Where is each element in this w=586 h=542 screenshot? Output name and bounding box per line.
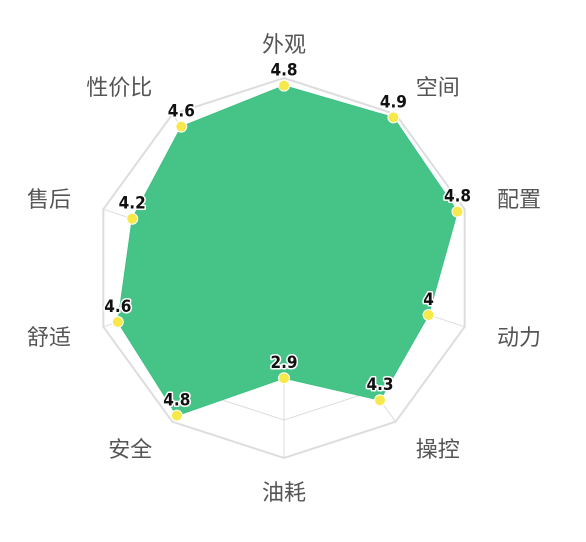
data-point bbox=[374, 394, 386, 407]
data-point bbox=[111, 316, 124, 328]
axis-label: 空间 bbox=[416, 76, 460, 101]
data-point bbox=[387, 111, 400, 124]
data-label: 4.3 bbox=[366, 375, 393, 395]
data-point bbox=[126, 212, 139, 225]
data-point bbox=[422, 309, 435, 321]
data-label: 4.9 bbox=[380, 92, 407, 112]
data-label: 4.2 bbox=[119, 194, 146, 214]
axis-label: 外观 bbox=[262, 33, 306, 58]
data-label: 4.8 bbox=[270, 61, 297, 81]
data-label: 4.6 bbox=[104, 297, 131, 317]
axis-label: 油耗 bbox=[262, 481, 306, 506]
data-point bbox=[278, 372, 290, 385]
data-point bbox=[175, 120, 188, 133]
data-label: 4.6 bbox=[168, 102, 195, 122]
data-label: 4.8 bbox=[444, 187, 471, 207]
data-points bbox=[111, 79, 464, 422]
axis-label: 动力 bbox=[497, 326, 541, 351]
axis-label: 安全 bbox=[108, 438, 152, 463]
data-label: 4.8 bbox=[163, 391, 190, 411]
data-labels: 4.8 4.9 4.8 4 4.3 2.9 4.8 4.6 4.2 4.6 bbox=[103, 59, 473, 412]
data-label: 4 bbox=[423, 290, 434, 310]
data-point bbox=[451, 205, 464, 218]
data-label: 2.9 bbox=[270, 353, 297, 373]
data-point bbox=[170, 409, 183, 422]
data-point bbox=[278, 79, 290, 92]
axis-label: 操控 bbox=[416, 438, 460, 463]
axis-label: 售后 bbox=[27, 188, 71, 213]
axis-label: 性价比 bbox=[86, 76, 152, 101]
axis-label: 配置 bbox=[497, 188, 541, 213]
axis-label: 舒适 bbox=[27, 326, 71, 351]
